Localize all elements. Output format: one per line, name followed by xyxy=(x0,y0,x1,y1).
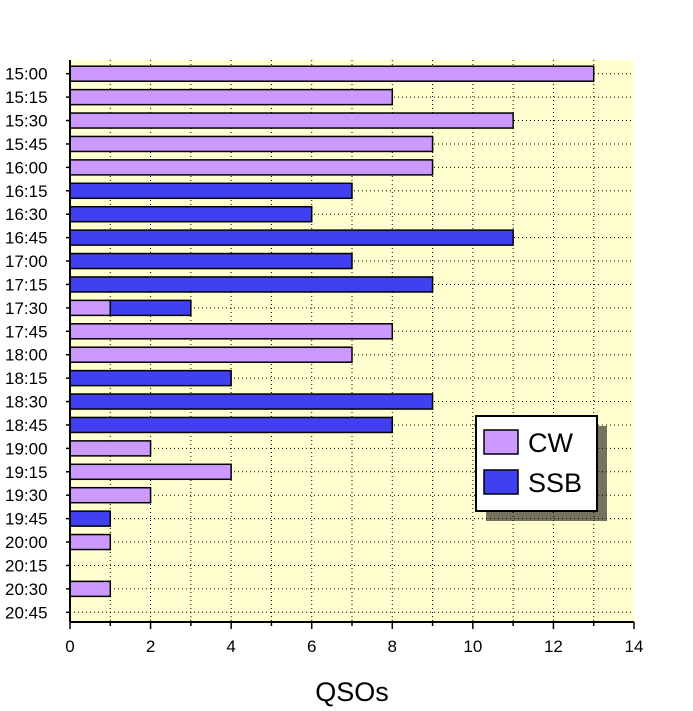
y-tick-label: 20:30 xyxy=(5,580,48,599)
bar-cw-1500 xyxy=(69,65,595,82)
legend-label-ssb: SSB xyxy=(528,468,582,498)
y-tick-label: 18:15 xyxy=(5,369,48,388)
bar-cw-1745 xyxy=(69,323,394,340)
y-tick-label: 15:00 xyxy=(5,65,48,84)
bar-cw-1915 xyxy=(69,463,232,481)
legend-swatch-ssb xyxy=(483,469,519,495)
bar-ssb-1945 xyxy=(69,510,112,527)
y-tick-label: 18:45 xyxy=(5,416,48,435)
bar-cw-2030 xyxy=(69,580,112,598)
x-tick-label: 6 xyxy=(307,637,316,656)
legend-label-cw: CW xyxy=(528,428,573,458)
y-tick-label: 17:45 xyxy=(5,322,48,341)
y-tick-label: 19:30 xyxy=(5,486,48,505)
x-tick-label: 2 xyxy=(146,637,155,656)
bar-ssb-1730 xyxy=(109,299,192,317)
bar-ssb-1630 xyxy=(69,205,313,223)
bar-ssb-1615 xyxy=(69,182,353,200)
y-tick-label: 18:30 xyxy=(5,393,48,412)
y-tick-label: 19:45 xyxy=(5,510,48,529)
y-tick-label: 19:15 xyxy=(5,463,48,482)
y-tick-label: 15:15 xyxy=(5,88,48,107)
y-tick-label: 16:45 xyxy=(5,229,48,248)
y-tick-label: 19:00 xyxy=(5,439,48,458)
bar-cw-1800 xyxy=(69,346,353,363)
bar-cw-1515 xyxy=(69,88,394,106)
legend-swatch-cw xyxy=(483,429,519,455)
y-tick-label: 17:00 xyxy=(5,252,48,271)
bar-cw-2000 xyxy=(69,533,112,551)
bar-cw-1600 xyxy=(69,159,434,176)
y-tick-label: 15:45 xyxy=(5,135,48,154)
y-tick-label: 20:00 xyxy=(5,533,48,552)
x-axis-title: QSOs xyxy=(315,677,389,707)
bar-cw-1530 xyxy=(69,112,514,129)
y-tick-label: 20:15 xyxy=(5,556,48,575)
x-tick-label: 12 xyxy=(544,637,563,656)
x-tick-label: 10 xyxy=(463,637,482,656)
bar-ssb-1645 xyxy=(69,229,514,246)
bar-ssb-1815 xyxy=(69,369,232,387)
x-tick-label: 14 xyxy=(625,637,644,656)
bar-cw-1900 xyxy=(69,440,152,457)
bar-ssb-1715 xyxy=(69,276,434,293)
bar-ssb-1830 xyxy=(69,393,434,410)
y-tick-label: 16:00 xyxy=(5,158,48,177)
y-tick-label: 17:15 xyxy=(5,275,48,294)
x-tick-label: 4 xyxy=(226,637,235,656)
y-tick-label: 16:30 xyxy=(5,205,48,224)
bar-cw-1730 xyxy=(69,299,112,317)
y-tick-label: 15:30 xyxy=(5,112,48,131)
y-tick-label: 17:30 xyxy=(5,299,48,318)
bar-ssb-1845 xyxy=(69,416,394,434)
y-tick-label: 18:00 xyxy=(5,346,48,365)
x-tick-label: 0 xyxy=(65,637,74,656)
x-tick-label: 8 xyxy=(388,637,397,656)
bar-cw-1930 xyxy=(69,486,152,504)
y-tick-label: 20:45 xyxy=(5,603,48,622)
legend: CW SSB xyxy=(475,415,607,521)
y-tick-label: 16:15 xyxy=(5,182,48,201)
bar-cw-1545 xyxy=(69,135,434,153)
bar-ssb-1700 xyxy=(69,252,353,270)
